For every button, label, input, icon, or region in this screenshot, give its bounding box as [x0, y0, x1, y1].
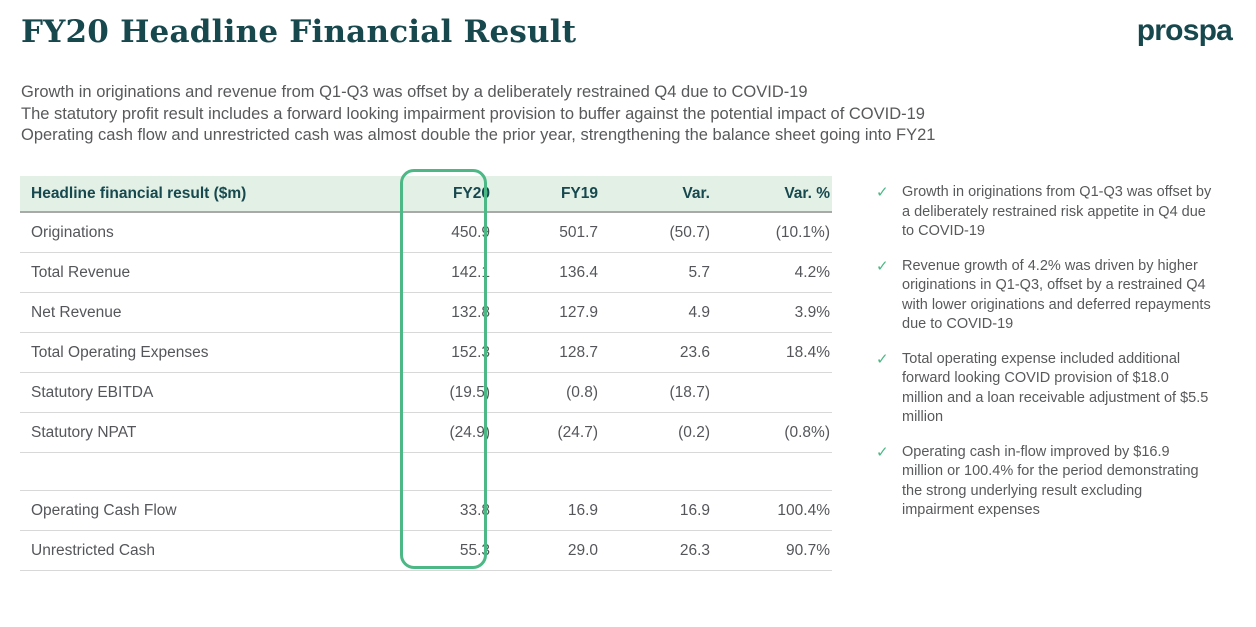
- fy19-value: 128.7: [559, 343, 598, 361]
- fy20-value: (24.9): [449, 423, 491, 441]
- var-value: 4.9: [688, 303, 710, 321]
- checkmark-icon: ✓: [876, 443, 889, 461]
- fy19-value: 501.7: [559, 223, 598, 241]
- fy19-value: 127.9: [559, 303, 598, 321]
- table-row: Unrestricted Cash 55.3 29.0 26.3 90.7%: [20, 531, 832, 571]
- table-row: Operating Cash Flow 33.8 16.9 16.9 100.4…: [20, 491, 832, 531]
- page-title: FY20 Headline Financial Result: [21, 14, 577, 50]
- row-label: Net Revenue: [31, 303, 122, 321]
- highlight-text: Growth in originations from Q1-Q3 was of…: [902, 184, 1212, 239]
- highlights-list: ✓ Growth in originations from Q1-Q3 was …: [876, 183, 1216, 521]
- list-item: ✓ Growth in originations from Q1-Q3 was …: [876, 183, 1216, 242]
- fy20-value: 152.3: [451, 343, 490, 361]
- col-header-metric: Headline financial result ($m): [31, 184, 247, 202]
- fy20-value: 142.1: [451, 263, 490, 281]
- prospa-logo: prospa: [1136, 14, 1233, 47]
- var-pct-value: (0.8%): [784, 423, 830, 441]
- var-pct-value: 4.2%: [794, 263, 830, 281]
- list-item: ✓ Total operating expense included addit…: [876, 350, 1216, 428]
- table-row: Total Revenue 142.1 136.4 5.7 4.2%: [20, 253, 832, 293]
- checkmark-icon: ✓: [876, 257, 889, 275]
- checkmark-icon: ✓: [876, 184, 889, 201]
- fy19-value: 29.0: [567, 541, 598, 559]
- var-value: 16.9: [679, 501, 710, 519]
- col-header-fy20: FY20: [452, 184, 490, 202]
- var-pct-value: 18.4%: [786, 343, 830, 361]
- col-header-fy19: FY19: [560, 184, 598, 202]
- table-row: Statutory NPAT (24.9) (24.7) (0.2) (0.8%…: [20, 413, 832, 453]
- fy20-value: 33.8: [459, 501, 490, 519]
- var-pct-value: (10.1%): [775, 223, 830, 241]
- table-row: Statutory EBITDA (19.5) (0.8) (18.7): [20, 373, 832, 413]
- fy20-value: 55.3: [459, 541, 490, 559]
- slide-header: FY20 Headline Financial Result prospa: [21, 14, 1233, 50]
- financial-table: Headline financial result ($m) FY20 FY19…: [20, 169, 832, 571]
- var-value: (18.7): [669, 383, 711, 401]
- row-label: Statutory NPAT: [31, 423, 137, 441]
- var-pct-value: 90.7%: [786, 541, 830, 559]
- var-pct-value: 100.4%: [777, 501, 830, 519]
- highlight-text: Operating cash in-flow improved by $16.9…: [902, 443, 1199, 519]
- checkmark-icon: ✓: [876, 350, 889, 368]
- list-item: ✓ Operating cash in-flow improved by $16…: [876, 443, 1216, 521]
- col-header-var-pct: Var. %: [784, 184, 830, 202]
- highlight-text: Revenue growth of 4.2% was driven by hig…: [902, 257, 1211, 333]
- var-value: 23.6: [679, 343, 710, 361]
- row-label: Originations: [31, 223, 114, 241]
- intro-line: Growth in originations and revenue from …: [21, 83, 808, 101]
- list-item: ✓ Revenue growth of 4.2% was driven by h…: [876, 257, 1216, 335]
- table-row-spacer: [20, 453, 832, 491]
- fy19-value: 16.9: [567, 501, 598, 519]
- intro-text: Growth in originations and revenue from …: [21, 82, 935, 147]
- fy20-value: 132.8: [451, 303, 490, 321]
- table-row: Originations 450.9 501.7 (50.7) (10.1%): [20, 213, 832, 253]
- row-label: Unrestricted Cash: [31, 541, 156, 559]
- fy19-value: (24.7): [557, 423, 599, 441]
- var-pct-value: 3.9%: [794, 303, 830, 321]
- table-row: Total Operating Expenses 152.3 128.7 23.…: [20, 333, 832, 373]
- highlight-text: Total operating expense included additio…: [902, 350, 1209, 426]
- var-value: 5.7: [688, 263, 710, 281]
- col-header-var: Var.: [682, 184, 710, 202]
- fy20-value: 450.9: [451, 223, 490, 241]
- table-header-row: Headline financial result ($m) FY20 FY19…: [20, 176, 832, 213]
- fy19-value: (0.8): [566, 383, 598, 401]
- row-label: Statutory EBITDA: [31, 383, 154, 401]
- row-label: Operating Cash Flow: [31, 501, 177, 519]
- fy20-value: (19.5): [449, 383, 491, 401]
- row-label: Total Revenue: [31, 263, 131, 281]
- intro-line: Operating cash flow and unrestricted cas…: [21, 126, 936, 144]
- var-value: (50.7): [669, 223, 711, 241]
- table-row: Net Revenue 132.8 127.9 4.9 3.9%: [20, 293, 832, 333]
- fy19-value: 136.4: [559, 263, 598, 281]
- var-value: 26.3: [679, 541, 710, 559]
- intro-line: The statutory profit result includes a f…: [21, 104, 925, 123]
- row-label: Total Operating Expenses: [31, 343, 209, 361]
- var-value: (0.2): [678, 423, 710, 441]
